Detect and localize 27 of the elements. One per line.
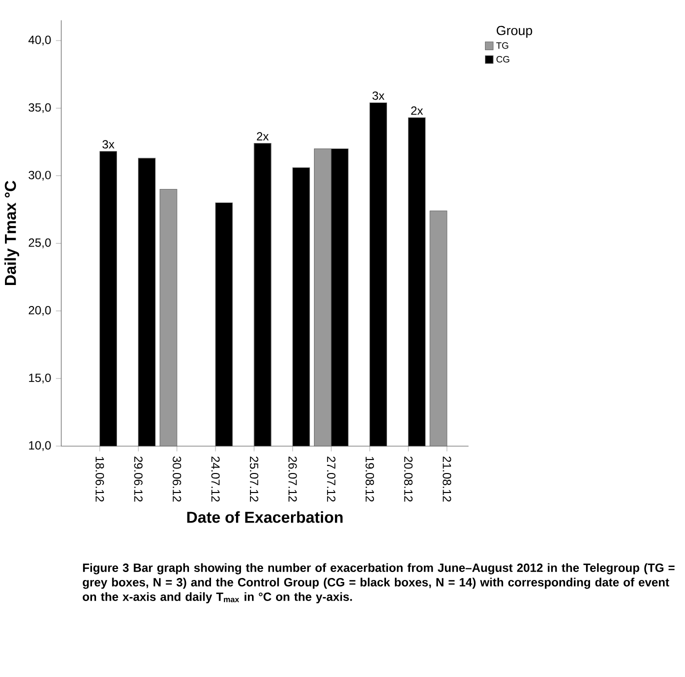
x-tick-label: 30.06.12 <box>172 456 182 502</box>
x-tick-label: 27.07.12 <box>327 456 336 502</box>
x-tick-label: 29.06.12 <box>134 456 143 502</box>
annotation: 2x <box>411 106 423 115</box>
y-tick-label: 15,0 <box>29 373 51 384</box>
x-tick-label: 25.07.12 <box>250 456 258 502</box>
x-tick-label: 24.07.12 <box>211 456 220 502</box>
y-tick-label: 40,0 <box>28 36 51 46</box>
x-tick-label: 19.08.12 <box>366 456 374 502</box>
x-tick-label: 26.07.12 <box>288 456 297 502</box>
legend-title: Group <box>496 26 532 38</box>
y-tick-label: 20,0 <box>28 306 51 316</box>
y-tick-label: 35,0 <box>28 103 51 113</box>
y-axis-title: Daily Tmax °C <box>4 180 20 285</box>
y-tick-label: 25,0 <box>28 238 51 248</box>
legend-label: CG <box>496 56 510 62</box>
annotation: 3x <box>372 91 384 100</box>
text: Figure 3 Bar graph showing the number of exacerbation from June–August 2012 in the Telegroup (TG = grey boxes, N = 3) and the Control Group (CG = black boxes, N = 14) with corresponding date of event on the x-axis and daily T$_{max}$ in °C on the y-axis. <box>82 563 675 604</box>
x-tick-label: 21.08.12 <box>442 456 452 502</box>
y-tick-label: 10,0 <box>29 441 51 451</box>
y-tick-label: 30,0 <box>28 170 51 181</box>
x-axis-title: Date of Exacerbation <box>187 511 343 523</box>
annotation: 3x <box>102 140 114 148</box>
annotation: 2x <box>256 132 269 140</box>
legend-label: TG <box>496 42 508 49</box>
x-tick-label: 18.06.12 <box>96 456 104 502</box>
x-tick-label: 20.08.12 <box>404 456 413 502</box>
